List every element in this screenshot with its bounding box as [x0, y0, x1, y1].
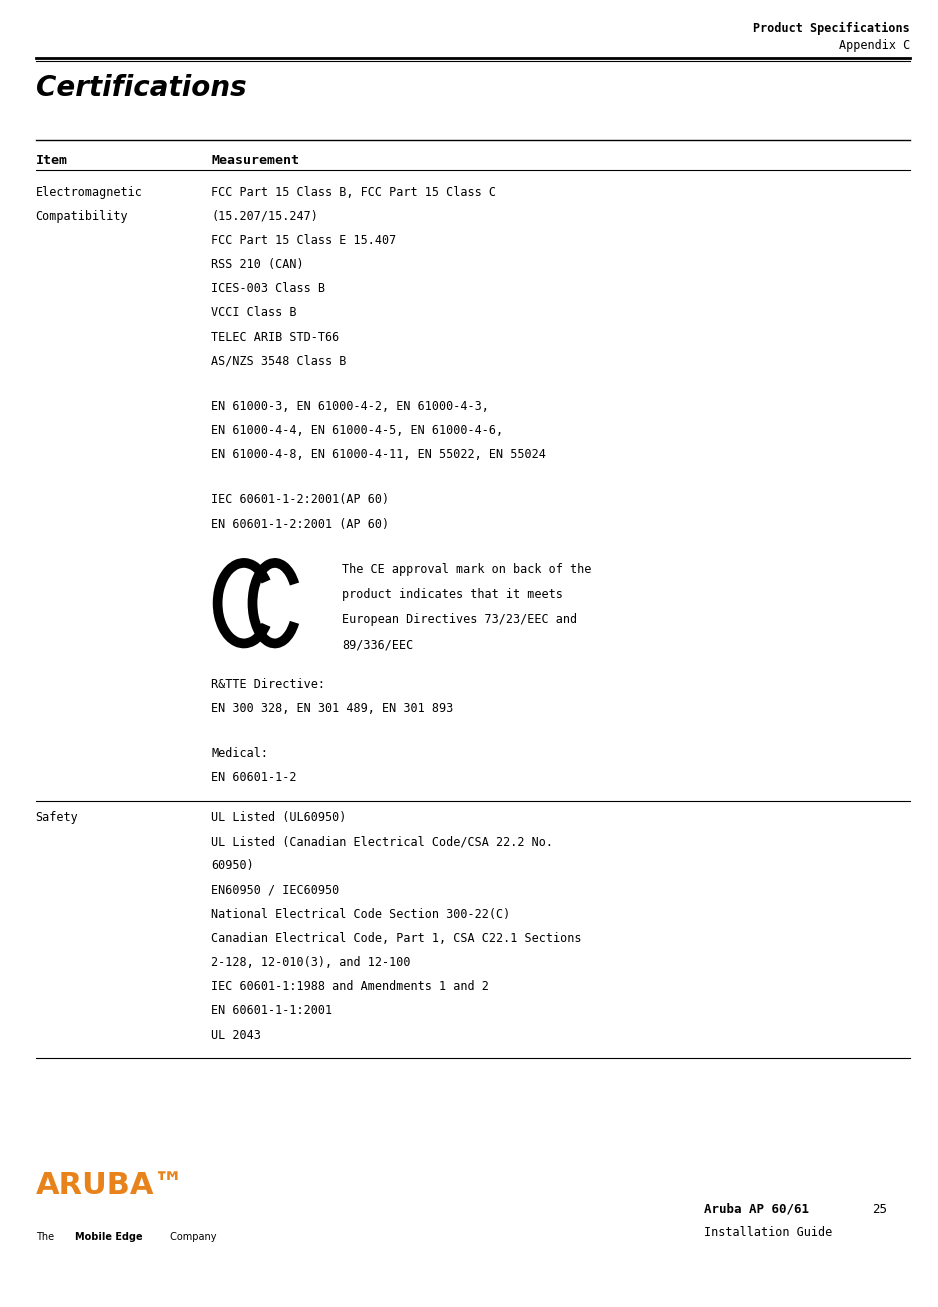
- Text: EN 61000-4-4, EN 61000-4-5, EN 61000-4-6,: EN 61000-4-4, EN 61000-4-5, EN 61000-4-6…: [211, 423, 503, 437]
- Text: Electromagnetic: Electromagnetic: [36, 186, 143, 199]
- Text: Medical:: Medical:: [211, 746, 268, 759]
- Text: AS/NZS 3548 Class B: AS/NZS 3548 Class B: [211, 354, 346, 367]
- Text: RSS 210 (CAN): RSS 210 (CAN): [211, 259, 304, 271]
- Text: EN 61000-3, EN 61000-4-2, EN 61000-4-3,: EN 61000-3, EN 61000-4-2, EN 61000-4-3,: [211, 400, 489, 413]
- Text: EN 300 328, EN 301 489, EN 301 893: EN 300 328, EN 301 489, EN 301 893: [211, 702, 453, 715]
- Text: Company: Company: [167, 1231, 217, 1242]
- Text: 89/336/EEC: 89/336/EEC: [342, 639, 414, 652]
- Text: 60950): 60950): [211, 859, 254, 872]
- Text: Aruba AP 60/61: Aruba AP 60/61: [704, 1202, 809, 1216]
- Text: EN60950 / IEC60950: EN60950 / IEC60950: [211, 884, 340, 897]
- Text: 2-128, 12-010(3), and 12-100: 2-128, 12-010(3), and 12-100: [211, 955, 411, 968]
- Text: The: The: [36, 1231, 57, 1242]
- Text: EN 60601-1-1:2001: EN 60601-1-1:2001: [211, 1004, 332, 1017]
- Text: UL 2043: UL 2043: [211, 1029, 261, 1042]
- Text: Product Specifications: Product Specifications: [753, 22, 910, 35]
- Text: VCCI Class B: VCCI Class B: [211, 306, 296, 319]
- Text: ICES-003 Class B: ICES-003 Class B: [211, 282, 325, 295]
- Text: UL Listed (UL60950): UL Listed (UL60950): [211, 810, 346, 823]
- Text: Measurement: Measurement: [211, 154, 299, 167]
- Text: National Electrical Code Section 300-22(C): National Electrical Code Section 300-22(…: [211, 907, 510, 920]
- Text: EN 60601-1-2: EN 60601-1-2: [211, 771, 296, 784]
- Text: Mobile Edge: Mobile Edge: [75, 1231, 143, 1242]
- Text: Appendix C: Appendix C: [839, 39, 910, 52]
- Text: (15.207/15.247): (15.207/15.247): [211, 210, 318, 222]
- Text: UL Listed (Canadian Electrical Code/CSA 22.2 No.: UL Listed (Canadian Electrical Code/CSA …: [211, 835, 553, 848]
- Text: Compatibility: Compatibility: [36, 210, 129, 222]
- Text: TELEC ARIB STD-T66: TELEC ARIB STD-T66: [211, 331, 340, 344]
- Text: European Directives 73/23/EEC and: European Directives 73/23/EEC and: [342, 613, 578, 626]
- Text: EN 61000-4-8, EN 61000-4-11, EN 55022, EN 55024: EN 61000-4-8, EN 61000-4-11, EN 55022, E…: [211, 448, 546, 461]
- Text: R&TTE Directive:: R&TTE Directive:: [211, 677, 325, 690]
- Text: EN 60601-1-2:2001 (AP 60): EN 60601-1-2:2001 (AP 60): [211, 518, 389, 531]
- Text: Canadian Electrical Code, Part 1, CSA C22.1 Sections: Canadian Electrical Code, Part 1, CSA C2…: [211, 932, 582, 945]
- Text: ARUBA™: ARUBA™: [36, 1171, 185, 1200]
- Text: product indicates that it meets: product indicates that it meets: [342, 588, 563, 601]
- Text: Installation Guide: Installation Guide: [704, 1226, 832, 1239]
- Text: FCC Part 15 Class E 15.407: FCC Part 15 Class E 15.407: [211, 234, 396, 247]
- Text: 25: 25: [872, 1202, 887, 1216]
- Text: IEC 60601-1-2:2001(AP 60): IEC 60601-1-2:2001(AP 60): [211, 493, 389, 506]
- Text: Item: Item: [36, 154, 68, 167]
- Text: The CE approval mark on back of the: The CE approval mark on back of the: [342, 562, 592, 575]
- Text: Safety: Safety: [36, 810, 79, 823]
- Text: FCC Part 15 Class B, FCC Part 15 Class C: FCC Part 15 Class B, FCC Part 15 Class C: [211, 186, 496, 199]
- Text: IEC 60601-1:1988 and Amendments 1 and 2: IEC 60601-1:1988 and Amendments 1 and 2: [211, 980, 489, 993]
- Text: Certifications: Certifications: [36, 74, 247, 102]
